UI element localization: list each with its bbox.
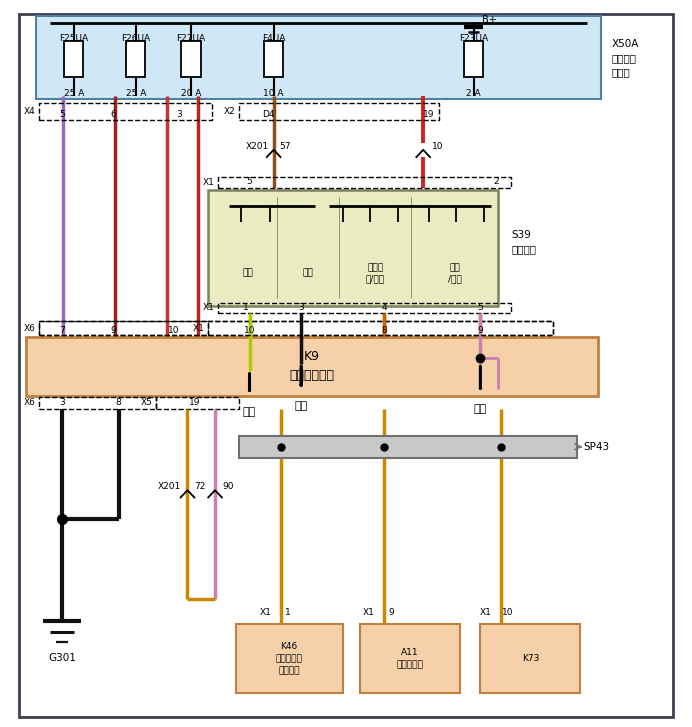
Text: 4: 4 [381, 303, 387, 313]
Bar [181, 41, 201, 78]
Text: 8: 8 [381, 326, 387, 334]
Text: 5: 5 [477, 303, 483, 313]
Text: 起动
/运行: 起动 /运行 [448, 263, 462, 283]
Text: X50A
发动机室
熔丝盒: X50A 发动机室 熔丝盒 [611, 39, 639, 77]
Bar [464, 41, 483, 78]
Text: X1: X1 [363, 608, 374, 617]
Text: 9: 9 [388, 608, 394, 617]
Text: 19: 19 [189, 398, 200, 406]
Text: 19: 19 [423, 111, 435, 119]
Text: F27UA: F27UA [176, 34, 206, 43]
Text: 5: 5 [246, 177, 253, 186]
Bar [36, 16, 601, 99]
Bar [208, 190, 498, 305]
Text: X1: X1 [203, 303, 215, 312]
Bar [480, 624, 581, 693]
Text: 2 A: 2 A [466, 89, 481, 97]
Text: K73: K73 [522, 654, 539, 663]
Text: 9: 9 [111, 326, 117, 334]
Bar [126, 41, 145, 78]
Text: X1: X1 [203, 178, 215, 187]
Bar [264, 41, 283, 78]
Text: 7: 7 [59, 326, 65, 334]
Text: A11
收音机模块: A11 收音机模块 [397, 648, 424, 669]
Text: 供电: 供电 [243, 407, 256, 417]
Text: X201: X201 [246, 142, 268, 150]
Text: F25UA: F25UA [60, 34, 89, 43]
Text: 供电: 供电 [474, 404, 487, 414]
Text: 2: 2 [493, 177, 499, 186]
Text: X1: X1 [193, 324, 205, 333]
Text: 10: 10 [502, 608, 513, 617]
Text: 3: 3 [298, 303, 304, 313]
Text: X5: X5 [141, 398, 153, 407]
Text: 90: 90 [222, 482, 233, 491]
Text: D4: D4 [262, 111, 274, 119]
Text: X6: X6 [24, 324, 36, 333]
Text: F26UA: F26UA [121, 34, 150, 43]
Text: 10: 10 [244, 326, 255, 334]
Text: 6: 6 [111, 111, 117, 119]
Text: X1: X1 [260, 608, 271, 617]
Text: 25 A: 25 A [126, 89, 146, 97]
Text: X4: X4 [24, 107, 36, 116]
Text: 20 A: 20 A [181, 89, 201, 97]
Text: 8: 8 [116, 398, 121, 406]
Text: 3: 3 [176, 111, 182, 119]
Text: SP43: SP43 [584, 442, 610, 451]
Text: 辅助电
源/运行: 辅助电 源/运行 [366, 263, 385, 283]
Text: 运行: 运行 [302, 268, 313, 278]
Text: 9: 9 [477, 326, 483, 334]
Bar [239, 436, 577, 458]
Text: B+: B+ [482, 15, 497, 25]
Text: 10 A: 10 A [264, 89, 284, 97]
Text: K9
车身控制模块: K9 车身控制模块 [289, 350, 334, 382]
Text: 1: 1 [284, 608, 290, 617]
Text: 1: 1 [243, 303, 249, 313]
Text: G301: G301 [48, 653, 76, 663]
Text: 起动: 起动 [242, 268, 253, 278]
Text: K46
收音机天线
控制模块: K46 收音机天线 控制模块 [275, 643, 302, 675]
Bar [26, 337, 598, 396]
Text: 10: 10 [432, 142, 443, 150]
Bar [64, 41, 84, 78]
Text: 5: 5 [59, 111, 65, 119]
Text: X1: X1 [480, 608, 492, 617]
Text: X6: X6 [24, 398, 36, 407]
Text: 10: 10 [168, 326, 179, 334]
Bar [236, 624, 343, 693]
Text: 72: 72 [194, 482, 206, 491]
Text: 57: 57 [279, 142, 291, 150]
Text: F23UA: F23UA [459, 34, 488, 43]
Text: X2: X2 [224, 107, 236, 116]
Text: 3: 3 [59, 398, 65, 406]
Bar [360, 624, 459, 693]
Text: 25 A: 25 A [64, 89, 84, 97]
Text: 供电: 供电 [295, 401, 308, 411]
Text: F4UA: F4UA [262, 34, 285, 43]
Text: S39
点火开关: S39 点火开关 [511, 230, 536, 254]
Text: X201: X201 [157, 482, 181, 491]
